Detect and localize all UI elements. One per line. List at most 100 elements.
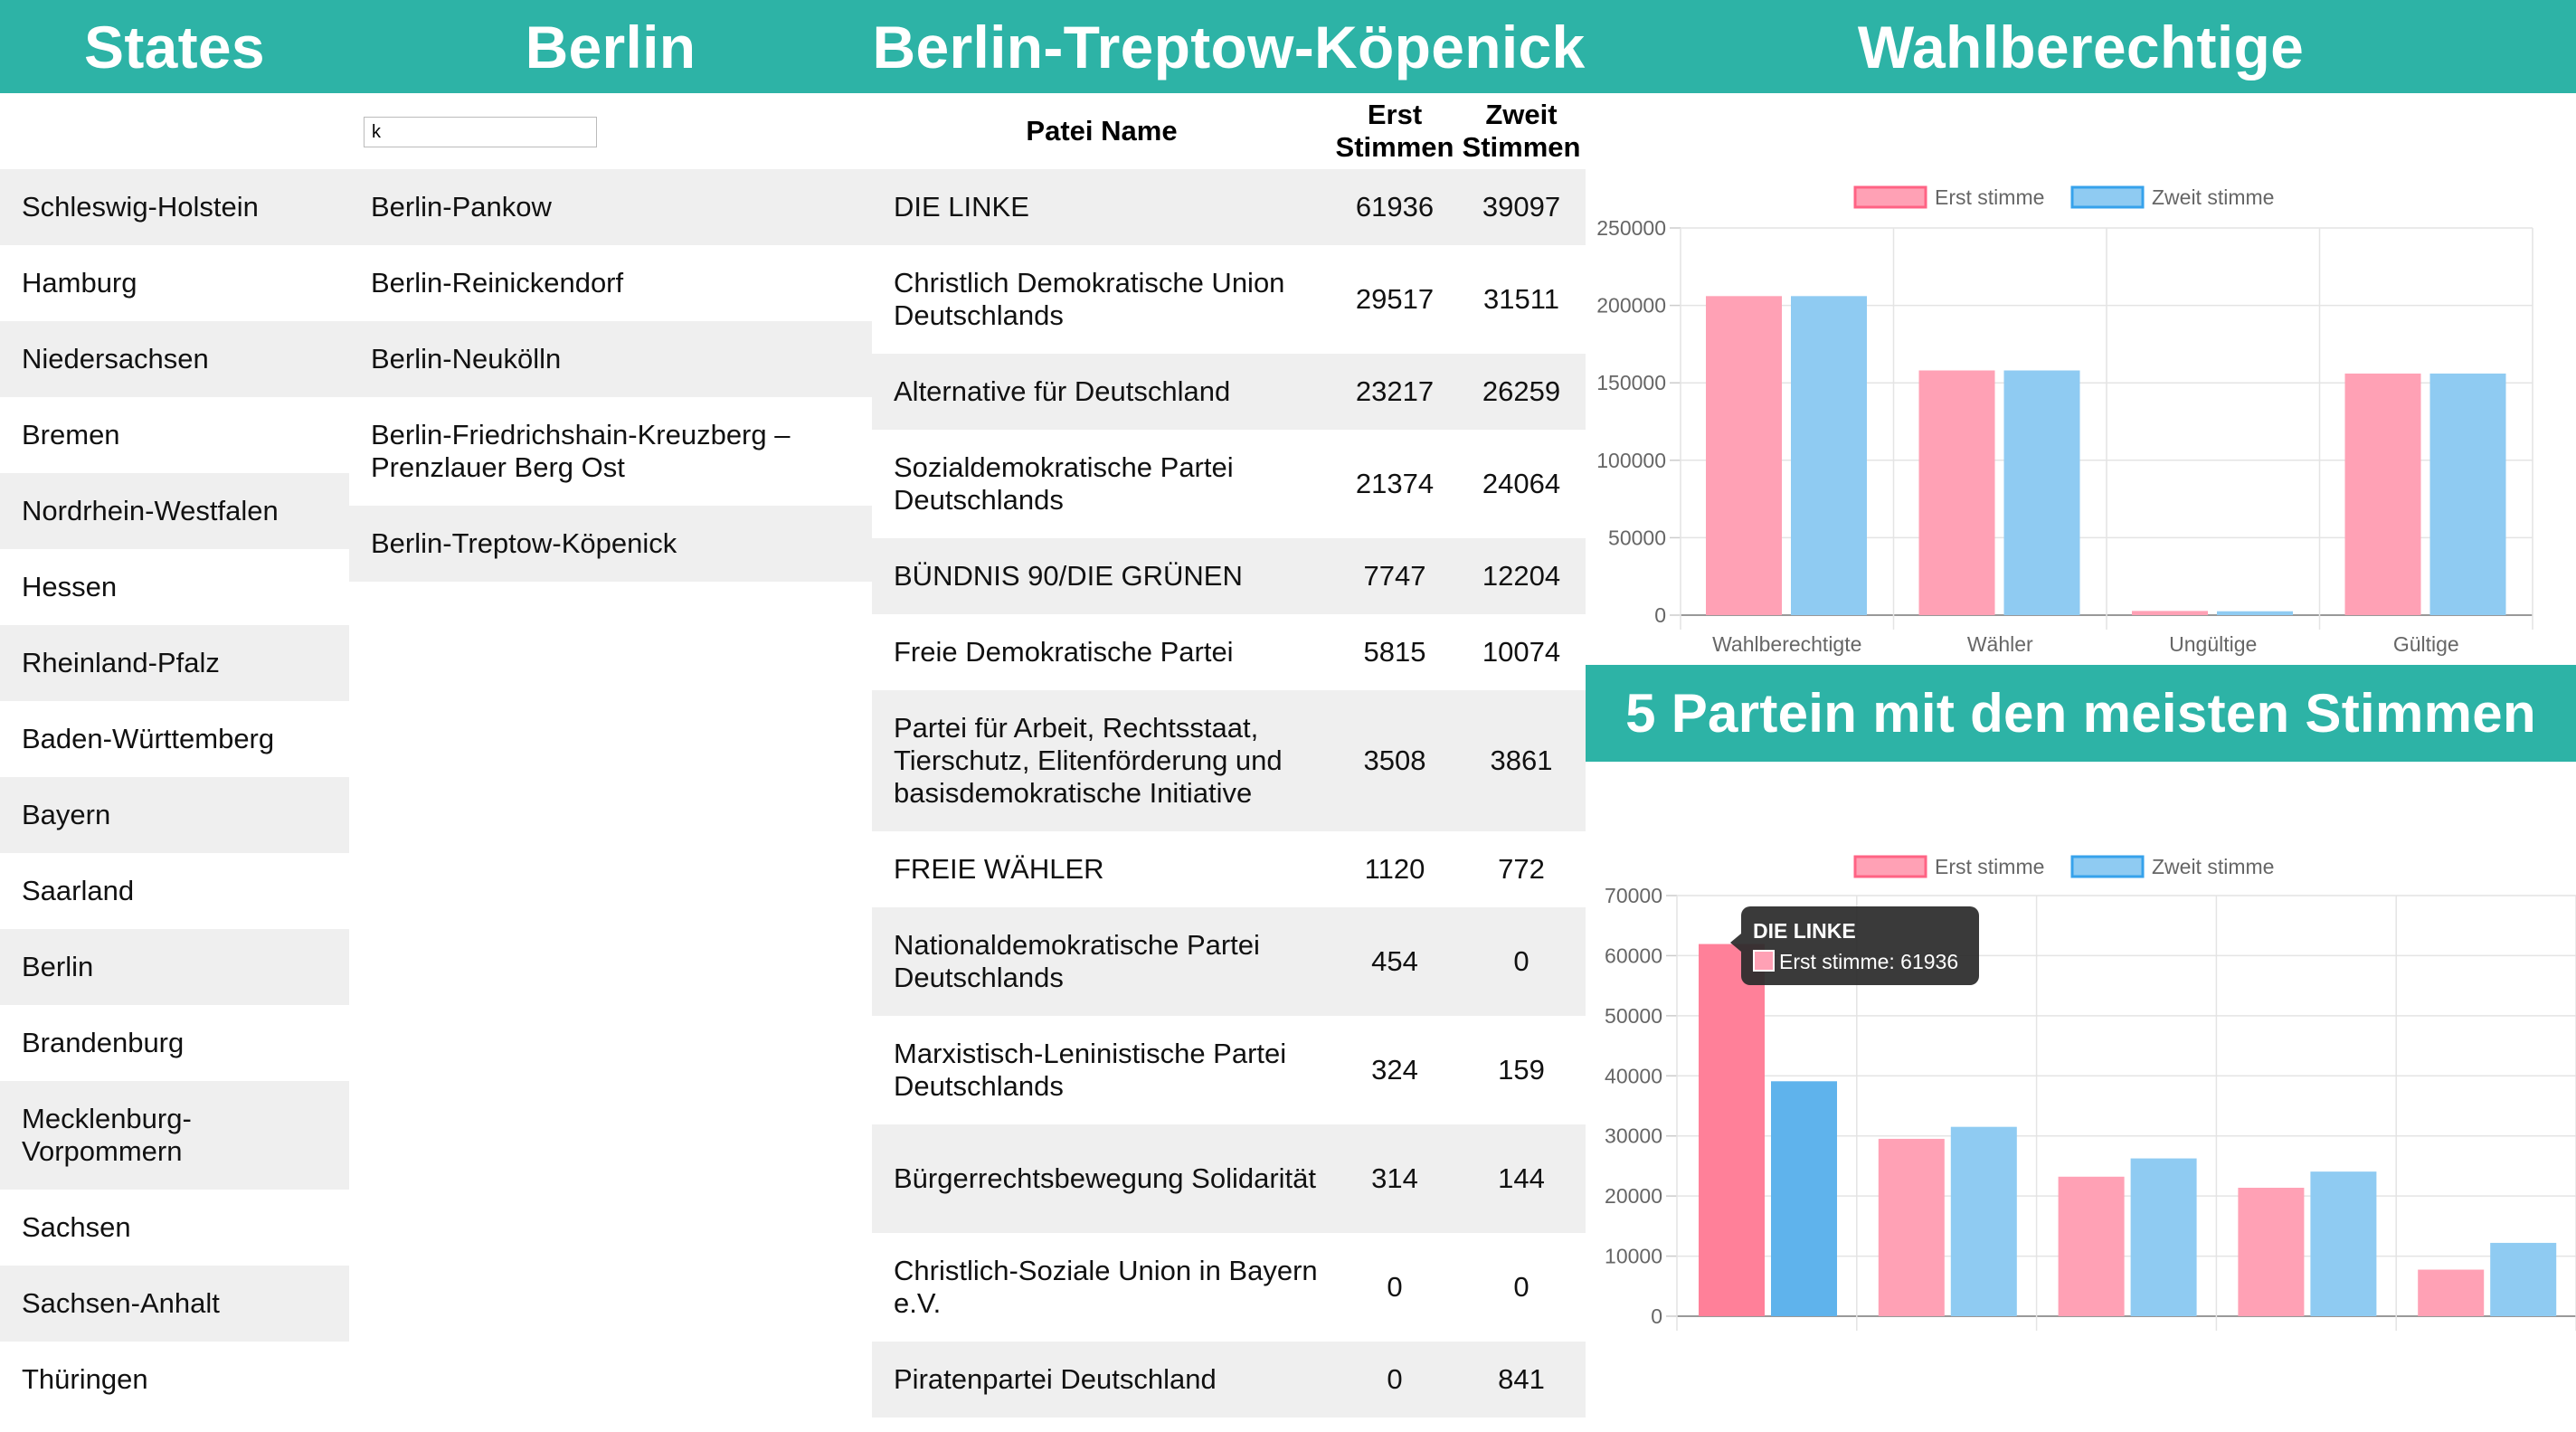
- tooltip-box: [1741, 906, 1979, 985]
- turnout-legend-label[interactable]: Erst stimme: [1935, 185, 2044, 209]
- turnout-bar[interactable]: [2003, 370, 2080, 615]
- state-item[interactable]: Bayern: [0, 777, 349, 853]
- top5-bar[interactable]: [2310, 1171, 2377, 1316]
- district-search-input[interactable]: [364, 117, 597, 147]
- top5-bar[interactable]: [2058, 1176, 2125, 1316]
- state-item[interactable]: Brandenburg: [0, 1005, 349, 1081]
- table-body: DIE LINKE 61936 39097 Christlich Demokratis…: [872, 169, 1586, 1418]
- district-item[interactable]: Berlin-Friedrichshain-Kreuzberg – Prenzl…: [349, 397, 872, 506]
- erst-stimmen-cell: 314: [1371, 1162, 1418, 1194]
- berlin-column: Berlin Berlin-Pankow Berlin-Reinickendorf…: [349, 0, 872, 582]
- turnout-x-tick-label: Ungültige: [2169, 632, 2257, 656]
- erst-stimmen-cell: 1120: [1364, 853, 1425, 885]
- table-row: Marxistisch-Leninistische Partei Deutsch…: [872, 1016, 1586, 1124]
- district-label: Berlin-Pankow: [371, 191, 552, 223]
- party-name-cell: Piratenpartei Deutschland: [894, 1363, 1217, 1395]
- zweit-stimmen-cell: 841: [1498, 1363, 1545, 1395]
- state-item[interactable]: Thüringen: [0, 1342, 349, 1418]
- table-row: Piratenpartei Deutschland 0 841: [872, 1342, 1586, 1418]
- turnout-legend-label[interactable]: Zweit stimme: [2152, 185, 2274, 209]
- state-item[interactable]: Nordrhein-Westfalen: [0, 473, 349, 549]
- turnout-bar[interactable]: [2217, 611, 2293, 615]
- state-item[interactable]: Berlin: [0, 929, 349, 1005]
- erst-stimmen-cell: 29517: [1355, 283, 1435, 315]
- party-name-cell: FREIE WÄHLER: [894, 853, 1104, 885]
- state-label: Baden-Württemberg: [22, 723, 275, 754]
- party-name-cell: Nationaldemokratische Partei Deutschland…: [894, 929, 1260, 993]
- district-item[interactable]: Berlin-Pankow: [349, 169, 872, 245]
- top5-bar[interactable]: [1950, 1126, 2017, 1316]
- state-label: Schleswig-Holstein: [22, 191, 259, 223]
- kreis-column: Berlin-Treptow-Köpenick Patei Name Erst …: [872, 0, 1586, 1418]
- district-label: Berlin-Neukölln: [371, 343, 562, 375]
- wahl-column: Wahlberechtige Erst stimme Zweit stimme 0 5…: [1586, 0, 2576, 1331]
- turnout-bar[interactable]: [1706, 296, 1782, 615]
- top5-legend-swatch[interactable]: [1853, 855, 1927, 878]
- state-item[interactable]: Hamburg: [0, 245, 349, 321]
- erst-stimmen-cell: 3508: [1363, 744, 1426, 776]
- state-item[interactable]: Bremen: [0, 397, 349, 473]
- state-item[interactable]: Mecklenburg-Vorpommern: [0, 1081, 349, 1190]
- top5-bar[interactable]: [1699, 944, 1765, 1316]
- states-column: States Schleswig-Holstein Hamburg Niedersa…: [0, 0, 349, 1418]
- state-item[interactable]: Hessen: [0, 549, 349, 625]
- tooltip-swatch: [1753, 950, 1775, 972]
- turnout-bar[interactable]: [2429, 373, 2506, 615]
- zweit-stimmen-cell: 39097: [1482, 191, 1561, 223]
- top5-legend-label[interactable]: Zweit stimme: [2152, 855, 2274, 878]
- top5-bar[interactable]: [2418, 1269, 2485, 1316]
- party-name-cell: Freie Demokratische Partei: [894, 636, 1234, 668]
- turnout-legend-swatch[interactable]: [2070, 185, 2145, 209]
- turnout-y-tick-label: 100000: [1596, 449, 1666, 472]
- district-label: Berlin-Friedrichshain-Kreuzberg – Prenzl…: [371, 419, 791, 483]
- erst-stimmen-cell: 0: [1387, 1363, 1403, 1395]
- turnout-chart-svg: Erst stimme Zweit stimme 0 50000 100000 15000…: [1596, 185, 2533, 656]
- states-header: States: [0, 0, 349, 93]
- turnout-bar[interactable]: [1918, 370, 1995, 615]
- top5-bar[interactable]: [1771, 1081, 1837, 1316]
- state-item[interactable]: Baden-Württemberg: [0, 701, 349, 777]
- district-item[interactable]: Berlin-Neukölln: [349, 321, 872, 397]
- turnout-bar[interactable]: [1791, 296, 1867, 615]
- district-label: Berlin-Reinickendorf: [371, 267, 624, 299]
- state-item[interactable]: Schleswig-Holstein: [0, 169, 349, 245]
- turnout-bar[interactable]: [2344, 373, 2421, 615]
- top5-legend-swatch[interactable]: [2070, 855, 2145, 878]
- state-item[interactable]: Sachsen-Anhalt: [0, 1266, 349, 1342]
- table-row: Sozialdemokratische Partei Deutschlands 2…: [872, 430, 1586, 538]
- state-label: Brandenburg: [22, 1027, 185, 1058]
- state-item[interactable]: Saarland: [0, 853, 349, 929]
- turnout-y-tick-label: 250000: [1596, 216, 1666, 240]
- bar-tooltip: DIE LINKE Erst stimme: 61936: [1730, 906, 1979, 985]
- zweit-stimmen-cell: 26259: [1482, 375, 1561, 407]
- top5-legend-label[interactable]: Erst stimme: [1935, 855, 2044, 878]
- turnout-bar[interactable]: [2132, 611, 2208, 615]
- table-row: Freie Demokratische Partei 5815 10074: [872, 614, 1586, 690]
- party-name-cell: Sozialdemokratische Partei Deutschlands: [894, 451, 1234, 516]
- top5-bar[interactable]: [1878, 1138, 1945, 1316]
- erst-stimmen-cell: 23217: [1355, 375, 1435, 407]
- state-item[interactable]: Rheinland-Pfalz: [0, 625, 349, 701]
- zweit-stimmen-cell: 772: [1498, 853, 1545, 885]
- district-item[interactable]: Berlin-Reinickendorf: [349, 245, 872, 321]
- zweit-stimmen-cell: 3861: [1490, 744, 1553, 776]
- district-item[interactable]: Berlin-Treptow-Köpenick: [349, 506, 872, 582]
- state-item[interactable]: Sachsen: [0, 1190, 349, 1266]
- erst-stimmen-cell: 61936: [1355, 191, 1435, 223]
- table-header: Patei Name Erst Stimmen Zweit Stimmen: [872, 93, 1586, 169]
- party-name-cell: Christlich Demokratische Union Deutschla…: [894, 267, 1285, 331]
- top5-chart: Erst stimme Zweit stimme 0 10000 20000 30000 4…: [1586, 762, 2576, 1427]
- district-label: Berlin-Treptow-Köpenick: [371, 527, 677, 559]
- state-item[interactable]: Niedersachsen: [0, 321, 349, 397]
- party-name-cell: BÜNDNIS 90/DIE GRÜNEN: [894, 560, 1243, 592]
- top5-bar[interactable]: [2490, 1242, 2557, 1316]
- top5-y-tick-label: 40000: [1605, 1064, 1662, 1087]
- top5-bar[interactable]: [2238, 1188, 2305, 1316]
- table-row: Partei für Arbeit, Rechtsstaat, Tierschu…: [872, 690, 1586, 831]
- erst-stimmen-cell: 5815: [1363, 636, 1426, 668]
- top5-bar[interactable]: [2130, 1158, 2197, 1316]
- search-bar: [349, 93, 872, 169]
- state-label: Thüringen: [22, 1363, 148, 1395]
- turnout-legend-swatch[interactable]: [1853, 185, 1927, 209]
- top5-y-tick-label: 20000: [1605, 1184, 1662, 1208]
